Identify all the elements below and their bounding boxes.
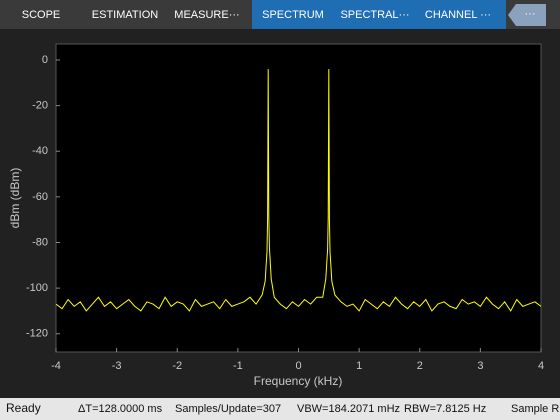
y-tick-label: -40 bbox=[32, 145, 48, 157]
axes bbox=[55, 43, 542, 353]
toolbar-tab[interactable]: MEASURE··· bbox=[174, 9, 239, 21]
status-field: Sample R bbox=[511, 403, 559, 415]
toolbar-tab[interactable]: CHANNEL ··· bbox=[425, 9, 491, 21]
y-tick-label: -120 bbox=[26, 328, 48, 340]
y-tick-label: 0 bbox=[42, 54, 48, 66]
y-axis-label: dBm (dBm) bbox=[8, 168, 22, 229]
x-tick-label: -1 bbox=[233, 360, 243, 372]
x-tick-label: 2 bbox=[417, 360, 423, 372]
y-tick-label: -60 bbox=[32, 191, 48, 203]
x-tick-label: 3 bbox=[477, 360, 483, 372]
x-tick-label: 4 bbox=[538, 360, 544, 372]
x-tick-label: 1 bbox=[356, 360, 362, 372]
x-tick-label: -2 bbox=[172, 360, 182, 372]
contextual-tab-group bbox=[252, 0, 506, 29]
more-button[interactable]: ··· bbox=[525, 8, 536, 20]
y-tick-label: -80 bbox=[32, 236, 48, 248]
status-bar bbox=[0, 398, 560, 420]
status-field: ΔT=128.0000 ms bbox=[78, 403, 163, 415]
status-field: Samples/Update=307 bbox=[175, 403, 281, 415]
toolbar-tab[interactable]: ESTIMATION bbox=[92, 9, 158, 21]
collapse-button[interactable] bbox=[508, 4, 546, 26]
x-tick-label: 0 bbox=[295, 360, 301, 372]
x-tick-label: -3 bbox=[112, 360, 122, 372]
toolbar-tab[interactable]: SPECTRAL··· bbox=[340, 9, 409, 21]
x-axis-label: Frequency (kHz) bbox=[254, 374, 343, 388]
x-tick-label: -4 bbox=[51, 360, 61, 372]
status-field: VBW=184.2071 mHz bbox=[297, 403, 400, 415]
status-state: Ready bbox=[6, 401, 41, 415]
y-tick-label: -100 bbox=[26, 282, 48, 294]
toolbar-tab[interactable]: SPECTRUM bbox=[262, 9, 324, 21]
toolbar-tab[interactable]: SCOPE bbox=[22, 9, 61, 21]
spectrum-line bbox=[55, 69, 542, 312]
status-field: RBW=7.8125 Hz bbox=[404, 403, 486, 415]
y-tick-label: -20 bbox=[32, 100, 48, 112]
